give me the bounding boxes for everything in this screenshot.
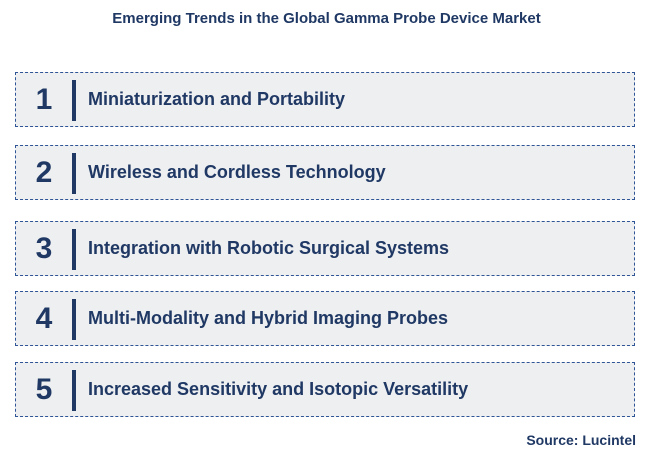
divider-bar [72,370,76,411]
trend-item-1: 1 Miniaturization and Portability [15,72,635,127]
trend-number: 4 [35,301,53,335]
source-note: Source: Lucintel [526,432,636,448]
trend-item-2: 2 Wireless and Cordless Technology [15,145,635,200]
trend-number: 3 [35,231,53,265]
trend-number: 2 [35,155,53,189]
trend-number: 5 [35,372,53,406]
diagram-title: Emerging Trends in the Global Gamma Prob… [112,10,541,27]
divider-bar [72,229,76,270]
trend-number: 1 [35,82,53,116]
divider-bar [72,80,76,121]
trend-label: Integration with Robotic Surgical System… [88,238,450,258]
trend-label: Increased Sensitivity and Isotopic Versa… [88,379,469,399]
trend-label: Multi-Modality and Hybrid Imaging Probes [88,308,449,328]
trend-item-4: 4 Multi-Modality and Hybrid Imaging Prob… [15,291,635,346]
trend-item-3: 3 Integration with Robotic Surgical Syst… [15,221,635,276]
divider-bar [72,299,76,340]
trend-label: Wireless and Cordless Technology [88,162,386,182]
trend-label: Miniaturization and Portability [88,89,346,109]
divider-bar [72,153,76,194]
trend-item-5: 5 Increased Sensitivity and Isotopic Ver… [15,362,635,417]
